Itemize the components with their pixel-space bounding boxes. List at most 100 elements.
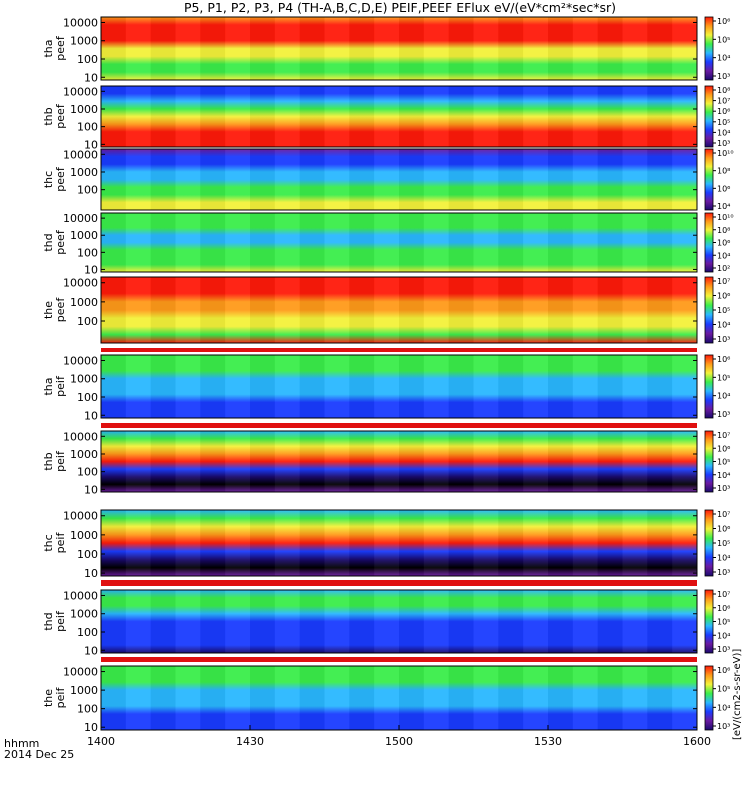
colorbar-tick-label: 10⁴ [717,251,730,260]
time-block [448,17,474,80]
colorbar-tick-label: 10⁷ [717,590,730,599]
colorbar-tick-label: 10² [717,264,730,273]
y-tick-label: 10000 [63,277,98,290]
colorbar-tick-label: 10³ [717,335,730,344]
time-block [374,149,399,210]
time-block [225,17,250,80]
colorbar [704,148,714,211]
time-block [250,17,275,80]
time-block [101,590,126,653]
time-block [374,590,399,653]
colorbar-tick-label: 10⁸ [717,86,730,95]
time-block [175,666,201,730]
colorbar-tick-label: 10⁶ [717,444,730,453]
panel-label: thapeif [42,375,67,397]
y-tick-label: 1000 [70,103,98,116]
time-block [125,86,151,147]
time-block [672,149,697,210]
time-block [101,431,126,492]
time-block [672,17,697,80]
time-block [200,17,226,80]
y-tick-label: 100 [77,703,98,716]
time-block [150,355,176,418]
time-block [225,666,250,730]
time-block [274,510,300,576]
spectrogram-panel: 100 1000 10000 thepeef 10³ 10⁴ 10⁵ 10⁶ 10⁷ [42,276,730,344]
colorbar [704,16,714,81]
time-block [175,590,201,653]
y-tick-label: 10 [84,483,98,496]
colorbar-tick-label: 10⁵ [717,458,730,467]
time-block [647,431,673,492]
time-block [175,149,201,210]
x-tick-label: 1400 [87,735,115,748]
time-block [647,213,673,272]
time-block [150,17,176,80]
time-block [274,666,300,730]
spectrogram-panel: 100 1000 10000 thcpeef 10⁴ 10⁶ 10⁸ 10¹⁰ [42,148,734,211]
y-tick-label: 10000 [63,148,98,161]
colorbar-tick-label: 10¹⁰ [717,213,734,222]
time-block [274,590,300,653]
colorbar-tick-label: 10⁴ [717,128,730,137]
separator-band [101,423,697,428]
colorbar-tick-label: 10⁷ [717,510,730,519]
time-block [250,666,275,730]
time-block [324,277,350,343]
time-block [399,277,424,343]
time-block [548,590,573,653]
colorbar-tick-label: 10⁴ [717,392,730,401]
time-block [473,431,499,492]
time-block [523,355,548,418]
panel-label: thbpeif [42,450,67,472]
time-block [101,149,126,210]
time-block [274,431,300,492]
separator-band [101,580,697,586]
time-block [200,510,226,576]
y-tick-label: 10000 [63,354,98,367]
separator-band [101,657,697,662]
time-block [473,277,499,343]
y-tick-label: 100 [77,391,98,404]
y-tick-label: 100 [77,548,98,561]
panel-label: thdpeif [42,610,67,632]
x-tick-label: 1600 [683,735,711,748]
time-block [150,510,176,576]
time-block [274,86,300,147]
time-block [150,213,176,272]
colorbar-tick-label: 10³ [717,568,730,577]
time-block [672,86,697,147]
time-block [349,213,375,272]
colorbar-tick-label: 10⁸ [717,167,730,176]
time-block [399,149,424,210]
time-block [225,86,250,147]
time-block [498,86,524,147]
time-block [150,590,176,653]
spectrogram-image [101,666,697,730]
colorbar-tick-label: 10⁶ [717,107,730,116]
time-block [225,355,250,418]
time-block [200,149,226,210]
spectrogram-image [101,431,697,492]
time-block [647,149,673,210]
time-block [225,277,250,343]
time-block [374,277,399,343]
time-block [250,355,275,418]
y-tick-label: 1000 [70,35,98,48]
time-block [572,431,598,492]
time-block [523,277,548,343]
time-block [349,149,375,210]
time-block [399,590,424,653]
time-block [125,213,151,272]
time-block [523,213,548,272]
time-block [647,355,673,418]
colorbar [704,509,714,577]
time-block [225,431,250,492]
time-block [523,17,548,80]
y-tick-label: 100 [77,184,98,197]
y-tick-label: 1000 [70,448,98,461]
time-block [125,355,151,418]
time-block [548,355,573,418]
time-block [473,149,499,210]
